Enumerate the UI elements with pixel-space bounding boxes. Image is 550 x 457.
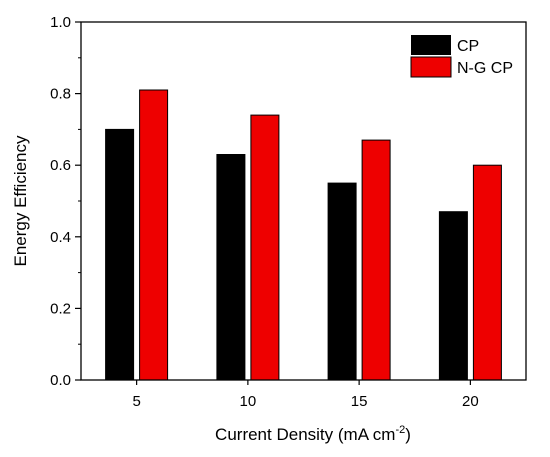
y-tick-label-0.6: 0.6 bbox=[50, 157, 71, 174]
x-axis-title-main: Current Density (mA cm bbox=[215, 425, 395, 444]
legend-label-ng-cp: N-G CP bbox=[457, 60, 513, 77]
bar-n-g-cp-20 bbox=[472, 164, 502, 381]
bar-cp-10 bbox=[216, 154, 246, 381]
x-tick-label-15: 15 bbox=[351, 393, 368, 410]
bar-cp-5 bbox=[105, 128, 135, 381]
x-axis-title-superscript: -2 bbox=[395, 424, 405, 436]
y-tick-label-0.0: 0.0 bbox=[50, 372, 71, 389]
y-axis-ticks: 0.0 0.2 0.4 0.6 0.8 1.0 bbox=[50, 14, 81, 389]
y-tick-label-0.2: 0.2 bbox=[50, 300, 71, 317]
x-tick-label-20: 20 bbox=[462, 393, 479, 410]
bar-cp-15 bbox=[327, 182, 357, 381]
bars-layer bbox=[105, 89, 502, 381]
legend-label-cp: CP bbox=[457, 38, 479, 55]
bar-n-g-cp-15 bbox=[361, 139, 391, 381]
y-tick-label-0.8: 0.8 bbox=[50, 86, 71, 103]
legend: CP N-G CP bbox=[410, 35, 513, 78]
y-tick-label-0.4: 0.4 bbox=[50, 229, 71, 246]
x-tick-label-5: 5 bbox=[132, 393, 140, 410]
bar-n-g-cp-10 bbox=[250, 114, 280, 381]
x-axis-ticks: 5 10 15 20 bbox=[132, 380, 479, 410]
y-axis-title: Energy Efficiency bbox=[11, 135, 30, 267]
y-tick-label-1.0: 1.0 bbox=[50, 14, 71, 31]
bar-cp-20 bbox=[438, 211, 468, 381]
bar-n-g-cp-5 bbox=[139, 89, 169, 381]
legend-swatch-cp bbox=[411, 35, 451, 55]
legend-swatch-ng-cp bbox=[410, 56, 452, 78]
x-tick-label-10: 10 bbox=[240, 393, 257, 410]
plot-frame bbox=[80, 21, 527, 381]
x-axis-title: Current Density (mA cm-2) bbox=[215, 424, 411, 444]
x-axis-title-suffix: ) bbox=[405, 425, 411, 444]
